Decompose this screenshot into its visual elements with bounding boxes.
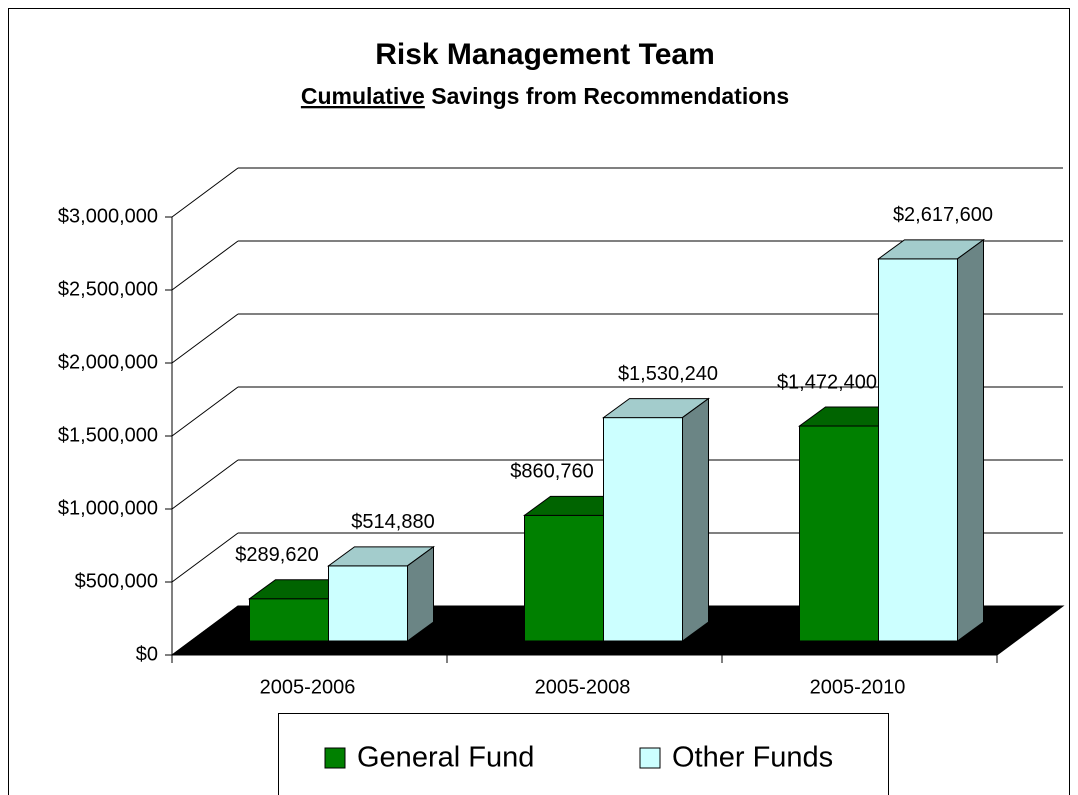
grid-line-side: [171, 532, 239, 583]
value-label: $1,472,400: [777, 371, 877, 393]
value-label: $289,620: [235, 544, 318, 566]
plot: $0 $500,000 $1,000,000 $1,500,000 $2,000,000…: [58, 167, 1065, 698]
y-tick-label: $1,000,000: [58, 497, 158, 519]
x-tick-label: 2005-2006: [260, 676, 356, 698]
chart-border: [8, 8, 1070, 795]
grid-line-side: [171, 459, 239, 510]
subtitle-emphasis: Cumulative: [301, 83, 425, 109]
value-label: $2,617,600: [893, 204, 993, 226]
x-tick-label: 2005-2010: [810, 676, 906, 698]
grid-line-side: [171, 313, 239, 364]
bar-side: [682, 397, 709, 642]
x-tick-label: 2005-2008: [535, 676, 631, 698]
legend: General Fund Other Funds: [324, 742, 833, 774]
grid-line-side: [171, 167, 239, 218]
bar-front: [249, 598, 329, 642]
bar-front: [799, 425, 879, 642]
bar-front: [878, 258, 958, 642]
chart-subtitle: Cumulative Savings from Recommendations: [301, 83, 789, 109]
y-tick-label: $2,500,000: [58, 278, 158, 300]
bar-front: [524, 514, 604, 642]
legend-label: Other Funds: [672, 742, 833, 774]
value-label: $1,530,240: [618, 363, 718, 385]
y-tick-label: $2,000,000: [58, 351, 158, 373]
legend-swatch: [639, 747, 661, 769]
legend-box: [278, 713, 889, 795]
legend-label: General Fund: [357, 742, 534, 774]
value-label: $514,880: [351, 511, 434, 533]
grid-line-side: [171, 386, 239, 437]
grid-line-side: [171, 240, 239, 291]
y-tick-label: $0: [136, 643, 158, 665]
bar-front: [328, 565, 408, 642]
bar-side: [957, 238, 984, 642]
legend-swatch: [324, 747, 346, 769]
bar-side: [407, 545, 434, 642]
chart-title: Risk Management Team: [375, 38, 715, 71]
y-tick-label: $1,500,000: [58, 424, 158, 446]
y-tick-label: $3,000,000: [58, 205, 158, 227]
y-tick-label: $500,000: [75, 570, 158, 592]
value-label: $860,760: [510, 461, 593, 483]
subtitle-rest: Savings from Recommendations: [431, 83, 789, 109]
bar-front: [603, 417, 683, 642]
